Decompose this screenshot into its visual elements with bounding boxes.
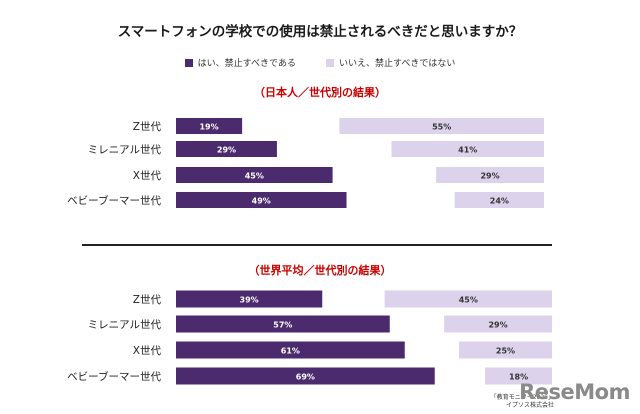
- world-no-bar: [384, 290, 552, 308]
- world-yes-value-label: 57%: [273, 321, 292, 330]
- japan-yes-bar: [176, 141, 277, 157]
- japan-no-value-label: 41%: [458, 146, 477, 155]
- world-no-value-label: 18%: [509, 373, 528, 382]
- japan-yes-bar: [176, 118, 243, 134]
- world-yes-bar: [176, 367, 435, 385]
- world-category-label: X世代: [133, 345, 162, 357]
- world-yes-value-label: 39%: [240, 296, 259, 305]
- world-no-bar: [444, 315, 552, 333]
- legend-swatch-yes: [184, 58, 193, 67]
- world-yes-value-label: 61%: [281, 347, 300, 356]
- legend-item-no: いいえ、禁止すべきではない: [325, 56, 456, 69]
- japan-category-label: ミレニアル世代: [88, 144, 162, 156]
- japan-category-label: Z世代: [133, 121, 162, 133]
- japan-yes-value-label: 45%: [245, 172, 264, 181]
- legend: はい、禁止すべきである いいえ、禁止すべきではない: [0, 56, 640, 69]
- world-no-bar: [459, 341, 552, 359]
- japan-yes-value-label: 19%: [199, 123, 218, 132]
- section-title-japan: （日本人／世代別の結果）: [254, 86, 386, 99]
- world-no-value-label: 45%: [459, 296, 478, 305]
- japan-no-bar: [339, 118, 544, 134]
- japan-no-bar: [391, 141, 544, 157]
- japan-no-bar: [454, 192, 544, 208]
- japan-no-value-label: 55%: [432, 123, 451, 132]
- world-category-label: ベビーブーマー世代: [67, 370, 161, 383]
- japan-no-value-label: 29%: [480, 172, 499, 181]
- world-no-bar: [485, 367, 552, 385]
- japan-no-bar: [436, 167, 544, 183]
- world-yes-value-label: 69%: [296, 373, 315, 382]
- source-note: 「教育モニター2025」 イプソス株式会社: [491, 394, 554, 410]
- watermark-logo: ReseMom: [519, 380, 630, 404]
- japan-yes-value-label: 49%: [252, 197, 271, 206]
- section-divider: [82, 244, 552, 246]
- chart-title: スマートフォンの学校での使用は禁止されるべきだと思いますか？: [117, 24, 523, 40]
- legend-label-yes: はい、禁止すべきである: [197, 59, 296, 69]
- world-no-value-label: 29%: [488, 321, 507, 330]
- legend-swatch-no: [325, 58, 334, 67]
- source-line-2: イプソス株式会社: [505, 402, 554, 409]
- japan-category-label: X世代: [133, 170, 162, 182]
- japan-no-value-label: 24%: [490, 197, 509, 206]
- japan-yes-value-label: 29%: [217, 146, 236, 155]
- japan-category-label: ベビーブーマー世代: [67, 194, 161, 207]
- world-yes-bar: [176, 290, 323, 308]
- japan-yes-bar: [176, 167, 333, 183]
- japan-yes-bar: [176, 192, 347, 208]
- world-category-label: ミレニアル世代: [88, 319, 162, 331]
- source-line-1: 「教育モニター2025」: [490, 394, 554, 401]
- legend-label-no: いいえ、禁止すべきではない: [338, 59, 456, 69]
- world-category-label: Z世代: [133, 294, 162, 306]
- section-title-world: （世界平均／世代別の結果）: [248, 264, 392, 277]
- world-yes-bar: [176, 315, 390, 333]
- world-yes-bar: [176, 341, 405, 359]
- legend-item-yes: はい、禁止すべきである: [184, 56, 296, 69]
- world-no-value-label: 25%: [496, 347, 515, 356]
